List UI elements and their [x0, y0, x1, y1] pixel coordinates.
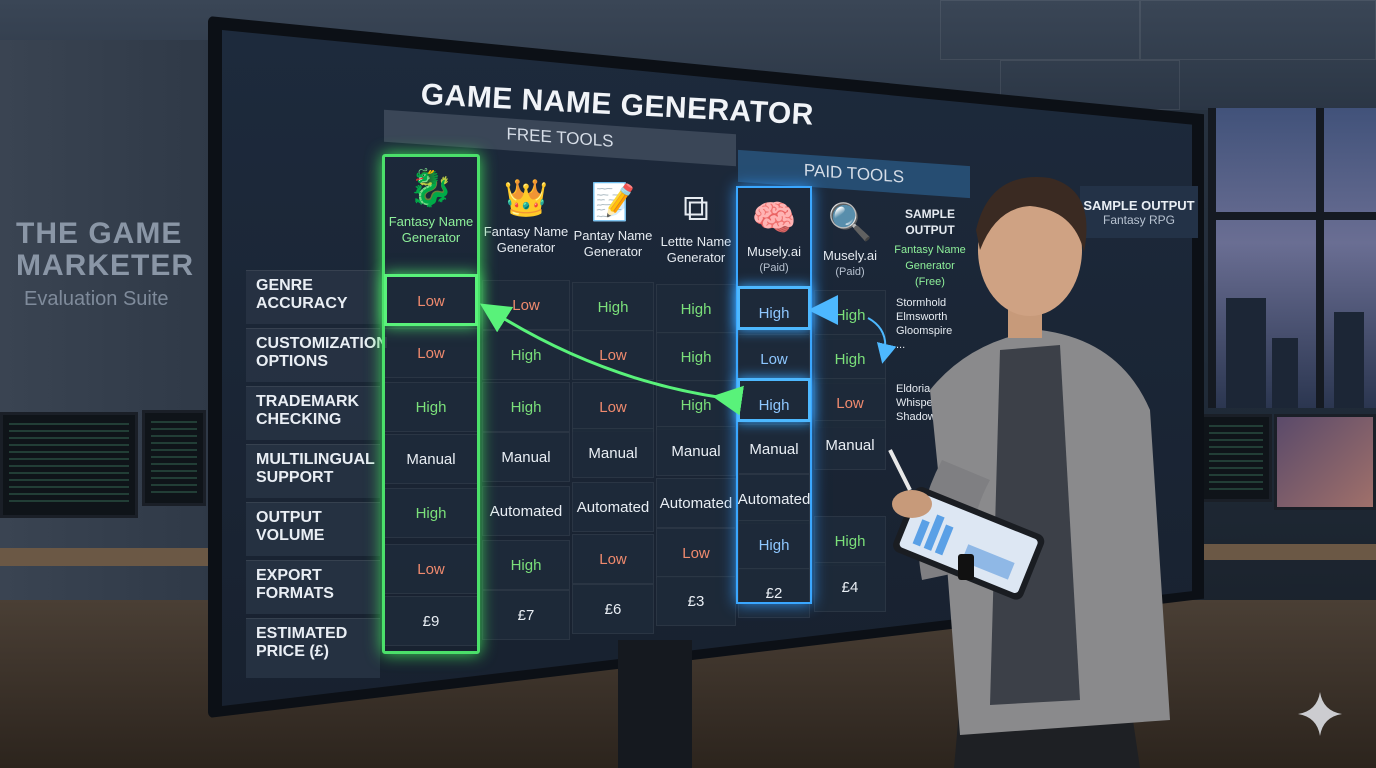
sample-column-title: SAMPLE OUTPUT [904, 207, 955, 237]
column-sub: (Paid) [835, 266, 865, 278]
dragon-icon: 🐉 [408, 167, 454, 208]
code-window-icon: ⧉ [683, 187, 709, 228]
matrix-cell: Low [384, 328, 478, 378]
brain-icon: 🧠 [751, 197, 797, 238]
right-monitor-2 [1274, 414, 1376, 510]
column-name: Lettte Name Generator [660, 234, 732, 265]
matrix-cell: Low [738, 334, 810, 384]
column-header-sample: SAMPLE OUTPUT Fantasy Name Generator (Fr… [890, 206, 970, 290]
row-label-multilingual: MULTILINGUAL SUPPORT [246, 444, 380, 498]
brand-line-2: MARKETER [16, 249, 194, 282]
row-label-export: EXPORT FORMATS [246, 560, 380, 614]
sample-name: Stormhold [896, 297, 947, 309]
matrix-cell: £3 [656, 576, 736, 626]
matrix-cell: Manual [384, 434, 478, 484]
sparkle-icon [1298, 692, 1342, 736]
sample-output-subtitle: Fantasy RPG [1102, 212, 1176, 227]
sample-column-name: Fantasy Name Generator [894, 244, 966, 272]
row-label-customization: CUSTOMIZATION OPTIONS [246, 328, 388, 382]
matrix-cell: £2 [738, 568, 810, 618]
matrix-cell: £7 [482, 590, 570, 640]
column-name: Fantasy Name Generator [483, 224, 569, 255]
column-header-4: ⧉ Lettte Name Generator [656, 186, 736, 266]
brand-line-1: THE GAME [16, 217, 183, 250]
left-desk [0, 548, 210, 566]
magnifier-icon: 🔍 [827, 201, 873, 242]
matrix-cell: Low [656, 528, 736, 578]
matrix-cell: £6 [572, 584, 654, 634]
matrix-cell: Automated [572, 482, 654, 532]
column-header-5: 🧠 Musely.ai (Paid) [738, 196, 810, 276]
row-label-price: ESTIMATED PRICE (£) [246, 618, 380, 678]
row-label-trademark: TRADEMARK CHECKING [246, 386, 380, 440]
sample-output-header: SAMPLE OUTPUT Fantasy RPG [1080, 186, 1198, 238]
matrix-cell: High [814, 334, 886, 384]
matrix-cell: Automated [656, 478, 736, 528]
right-monitor-1 [1200, 414, 1272, 502]
column-name: Fantasy Name Generator [388, 214, 474, 245]
matrix-cell: £4 [814, 562, 886, 612]
presenter-person [888, 177, 1170, 768]
column-header-6: 🔍 Musely.ai (Paid) [814, 200, 886, 280]
sample-column-sub: (Free) [915, 276, 945, 288]
matrix-cell: Automated [738, 474, 810, 524]
sample-output-title: SAMPLE OUTPUT [1083, 197, 1195, 213]
row-label-output-volume: OUTPUT VOLUME [246, 502, 380, 556]
brand-sign: THE GAME MARKETER Evaluation Suite [16, 218, 206, 311]
matrix-cell: Manual [572, 428, 654, 478]
column-header-2: 👑 Fantasy Name Generator [482, 176, 570, 256]
column-name: Pantay Name Generator [573, 228, 653, 259]
crown-icon: 👑 [503, 177, 549, 218]
column-header-3: 📝 Pantay Name Generator [572, 180, 654, 260]
left-monitor-2 [142, 410, 206, 506]
sample-name: Elmsworth [896, 311, 948, 323]
sample-output-list-1: Stormhold Elmsworth Gloomspire ... [896, 296, 952, 352]
matrix-cell: Manual [814, 420, 886, 470]
free-column-highlight [382, 154, 480, 654]
matrix-cell: £9 [384, 596, 478, 646]
right-desk [1196, 544, 1376, 560]
sample-name: Gloomspire [896, 325, 953, 337]
genre-low-highlight [384, 274, 478, 326]
display-stand [618, 640, 692, 768]
matrix-cell: Manual [482, 432, 570, 482]
matrix-cell: High [384, 488, 478, 538]
document-pen-icon: 📝 [590, 181, 636, 222]
row-label-genre: GENRE ACCURACY [246, 270, 380, 324]
column-sub: (Paid) [759, 262, 789, 274]
matrix-cell: Manual [656, 426, 736, 476]
column-name: Musely.ai [747, 244, 801, 259]
column-header-1: 🐉 Fantasy Name Generator [384, 166, 478, 246]
left-monitor-1 [0, 412, 138, 518]
brand-tagline: Evaluation Suite [24, 288, 169, 310]
sample-name: ... [896, 339, 906, 351]
matrix-cell: Manual [738, 424, 810, 474]
matrix-cell: Automated [482, 486, 570, 536]
matrix-cell: High [482, 540, 570, 590]
column-name: Musely.ai [823, 248, 877, 263]
window [1208, 108, 1376, 408]
matrix-cell: Low [572, 534, 654, 584]
